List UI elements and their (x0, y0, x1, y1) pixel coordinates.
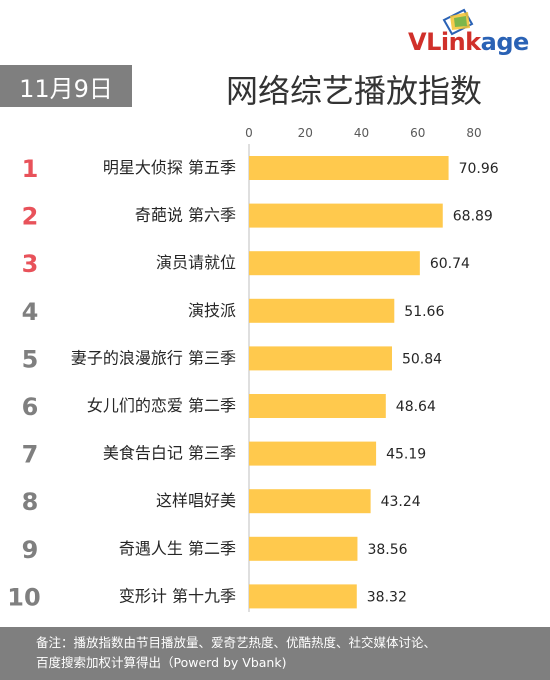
value-label: 43.24 (381, 494, 421, 510)
date-label: 11月9日 (19, 74, 113, 103)
rank-number: 7 (22, 441, 39, 469)
value-label: 48.64 (396, 399, 436, 415)
bar (249, 156, 449, 180)
rank-number: 10 (7, 583, 40, 611)
bar (249, 251, 420, 276)
bar (249, 584, 357, 609)
rank-number: 3 (22, 250, 39, 278)
rank-number: 5 (22, 345, 39, 373)
x-tick-label: 0 (245, 126, 253, 140)
footer-line-2: 百度搜索加权计算得出（Powerd by Vbank) (36, 655, 287, 670)
bar (249, 346, 392, 371)
value-label: 38.32 (367, 589, 407, 605)
logo-mark-icon (442, 8, 474, 36)
rank-number: 8 (22, 488, 39, 516)
rank-number: 2 (22, 203, 39, 231)
vlinkage-logo: VLinkage (408, 8, 544, 56)
footer-note: 备注：播放指数由节目播放量、爱奇艺热度、优酷热度、社交媒体讨论、 百度搜索加权计… (0, 627, 550, 680)
bar (249, 536, 358, 561)
x-tick-label: 60 (410, 126, 425, 140)
bar-chart: 0 20 40 60 80 1 明星大侦探 第五季 70.96 2 奇葩说 第六季 68.89 3 演… (7, 126, 499, 612)
category-label: 变形计 第十九季 (119, 586, 236, 605)
value-label: 50.84 (402, 351, 442, 367)
x-tick-label: 40 (354, 126, 369, 140)
rank-number: 1 (22, 155, 39, 183)
value-label: 38.56 (367, 542, 407, 558)
value-label: 45.19 (386, 447, 426, 463)
date-badge: 11月9日 (0, 65, 132, 107)
x-tick-label: 80 (466, 126, 481, 140)
rank-number: 4 (22, 298, 39, 326)
rank-number: 6 (22, 393, 39, 421)
category-label: 演员请就位 (156, 253, 236, 272)
value-label: 51.66 (404, 304, 444, 320)
x-tick-label: 20 (298, 126, 313, 140)
value-label: 70.96 (459, 161, 499, 177)
logo-text-1: VLink (408, 28, 481, 56)
rank-number: 9 (22, 536, 39, 564)
category-label: 奇葩说 第六季 (135, 206, 236, 225)
footer-line-1: 备注：播放指数由节目播放量、爱奇艺热度、优酷热度、社交媒体讨论、 (36, 635, 437, 650)
category-label: 女儿们的恋爱 第二季 (87, 396, 236, 415)
bar (249, 441, 377, 466)
chart-title: 网络综艺播放指数 (226, 72, 483, 110)
value-label: 60.74 (430, 256, 470, 272)
bar (249, 203, 443, 228)
category-label: 妻子的浪漫旅行 第三季 (71, 348, 236, 367)
category-label: 明星大侦探 第五季 (103, 158, 236, 177)
logo-text-2: age (480, 28, 530, 56)
category-label: 演技派 (188, 301, 236, 320)
category-label: 这样唱好美 (156, 491, 236, 510)
bar (249, 394, 386, 418)
category-label: 美食告白记 第三季 (103, 444, 236, 463)
category-label: 奇遇人生 第二季 (119, 539, 236, 558)
bar (249, 298, 395, 323)
value-label: 68.89 (453, 209, 493, 225)
bar (249, 489, 371, 514)
